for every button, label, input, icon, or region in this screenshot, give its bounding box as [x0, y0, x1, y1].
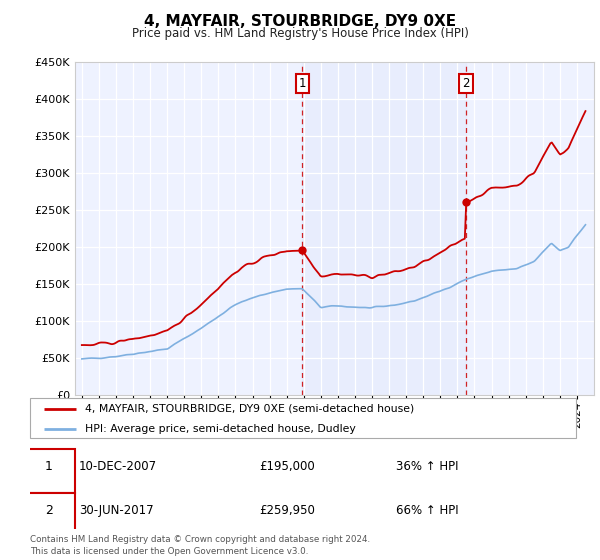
FancyBboxPatch shape [22, 493, 76, 536]
Text: 36% ↑ HPI: 36% ↑ HPI [396, 460, 458, 473]
Text: 1: 1 [299, 77, 306, 90]
Text: 4, MAYFAIR, STOURBRIDGE, DY9 0XE: 4, MAYFAIR, STOURBRIDGE, DY9 0XE [144, 14, 456, 29]
Text: HPI: Average price, semi-detached house, Dudley: HPI: Average price, semi-detached house,… [85, 424, 355, 434]
Text: £195,000: £195,000 [259, 460, 315, 473]
Text: £259,950: £259,950 [259, 503, 315, 517]
Text: 66% ↑ HPI: 66% ↑ HPI [396, 503, 458, 517]
Text: 1: 1 [44, 460, 53, 473]
Text: Price paid vs. HM Land Registry's House Price Index (HPI): Price paid vs. HM Land Registry's House … [131, 27, 469, 40]
Text: 10-DEC-2007: 10-DEC-2007 [79, 460, 157, 473]
FancyBboxPatch shape [30, 398, 576, 438]
Text: 2: 2 [462, 77, 470, 90]
FancyBboxPatch shape [22, 449, 76, 493]
Text: Contains HM Land Registry data © Crown copyright and database right 2024.
This d: Contains HM Land Registry data © Crown c… [30, 535, 370, 556]
Text: 4, MAYFAIR, STOURBRIDGE, DY9 0XE (semi-detached house): 4, MAYFAIR, STOURBRIDGE, DY9 0XE (semi-d… [85, 404, 414, 414]
Bar [302, 62, 466, 395]
Text: 2: 2 [44, 503, 53, 517]
Text: 30-JUN-2017: 30-JUN-2017 [79, 503, 154, 517]
